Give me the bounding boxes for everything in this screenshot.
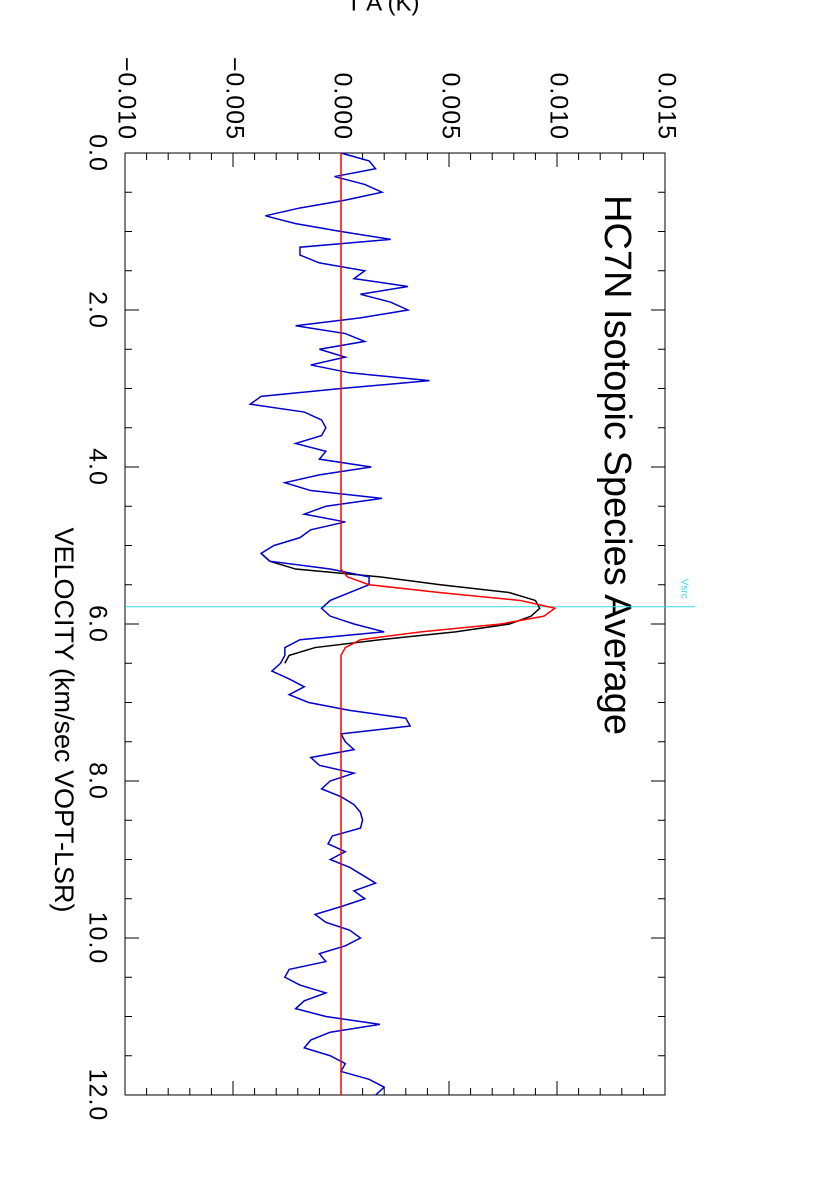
plot-frame bbox=[124, 152, 666, 1096]
y-tick-label: −0.005 bbox=[220, 57, 248, 140]
spectrum-line bbox=[260, 552, 541, 664]
y-tick-label: 0.000 bbox=[328, 72, 356, 140]
x-tick-label: 4.0 bbox=[83, 448, 111, 486]
x-tick-label: 2.0 bbox=[83, 291, 111, 329]
x-tick-label: 12.0 bbox=[83, 1069, 111, 1122]
spectrum-line bbox=[340, 153, 557, 1095]
y-tick-label: 0.010 bbox=[544, 72, 572, 140]
chart-title: HC7N Isotopic Species Average bbox=[596, 195, 638, 735]
x-tick-label: 6.0 bbox=[83, 605, 111, 643]
y-tick-label: −0.010 bbox=[112, 57, 140, 140]
y-tick-label: 0.015 bbox=[652, 72, 680, 140]
x-tick-label: 0.0 bbox=[83, 134, 111, 172]
x-axis-label: VELOCITY (km/sec VOPT-LSR) bbox=[49, 527, 79, 912]
vsrc-label: Vsrc bbox=[678, 579, 689, 599]
x-tick-label: 8.0 bbox=[83, 762, 111, 800]
spectrum-line bbox=[248, 152, 430, 1096]
x-tick-label: 10.0 bbox=[83, 912, 111, 965]
y-axis-label: T A (K) bbox=[347, 0, 420, 16]
y-tick-label: 0.005 bbox=[436, 72, 464, 140]
